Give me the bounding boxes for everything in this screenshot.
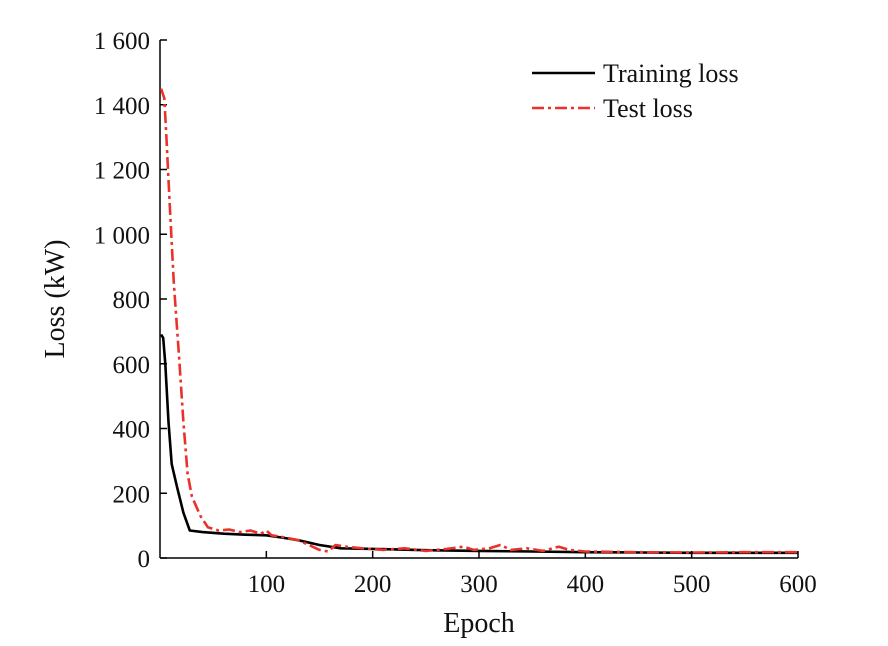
x-tick-label-4: 500 (673, 571, 711, 598)
x-tick-label-2: 300 (460, 571, 498, 598)
legend-label-test-loss: Test loss (603, 94, 693, 123)
y-tick-label-3: 600 (113, 352, 151, 379)
series-line-training-loss (160, 333, 798, 555)
y-tick-label-4: 800 (113, 287, 151, 314)
y-axis-ticks: 0 200 400 600 800 1 000 1 200 1 400 1 600 (94, 28, 167, 573)
x-axis-title: Epoch (443, 608, 515, 639)
y-tick-label-2: 400 (113, 417, 151, 444)
y-tick-label-0: 0 (138, 546, 151, 573)
x-tick-label-3: 400 (567, 571, 605, 598)
axes (159, 40, 798, 559)
x-tick-label-0: 100 (248, 571, 286, 598)
y-tick-label-5: 1 000 (94, 222, 150, 249)
x-axis-ticks: 100 200 300 400 500 600 (248, 551, 817, 598)
y-tick-label-7: 1 400 (94, 93, 150, 120)
series-line-test-loss (159, 88, 798, 554)
series-layer (159, 88, 798, 555)
y-tick-label-1: 200 (113, 481, 151, 508)
y-tick-label-8: 1 600 (94, 28, 150, 55)
y-axis-title: Loss (kW) (40, 240, 71, 359)
legend-label-training-loss: Training loss (603, 59, 739, 88)
legend: Training loss Test loss (532, 59, 739, 123)
x-tick-label-5: 600 (779, 571, 817, 598)
y-tick-label-6: 1 200 (94, 158, 150, 185)
x-tick-label-1: 200 (354, 571, 392, 598)
